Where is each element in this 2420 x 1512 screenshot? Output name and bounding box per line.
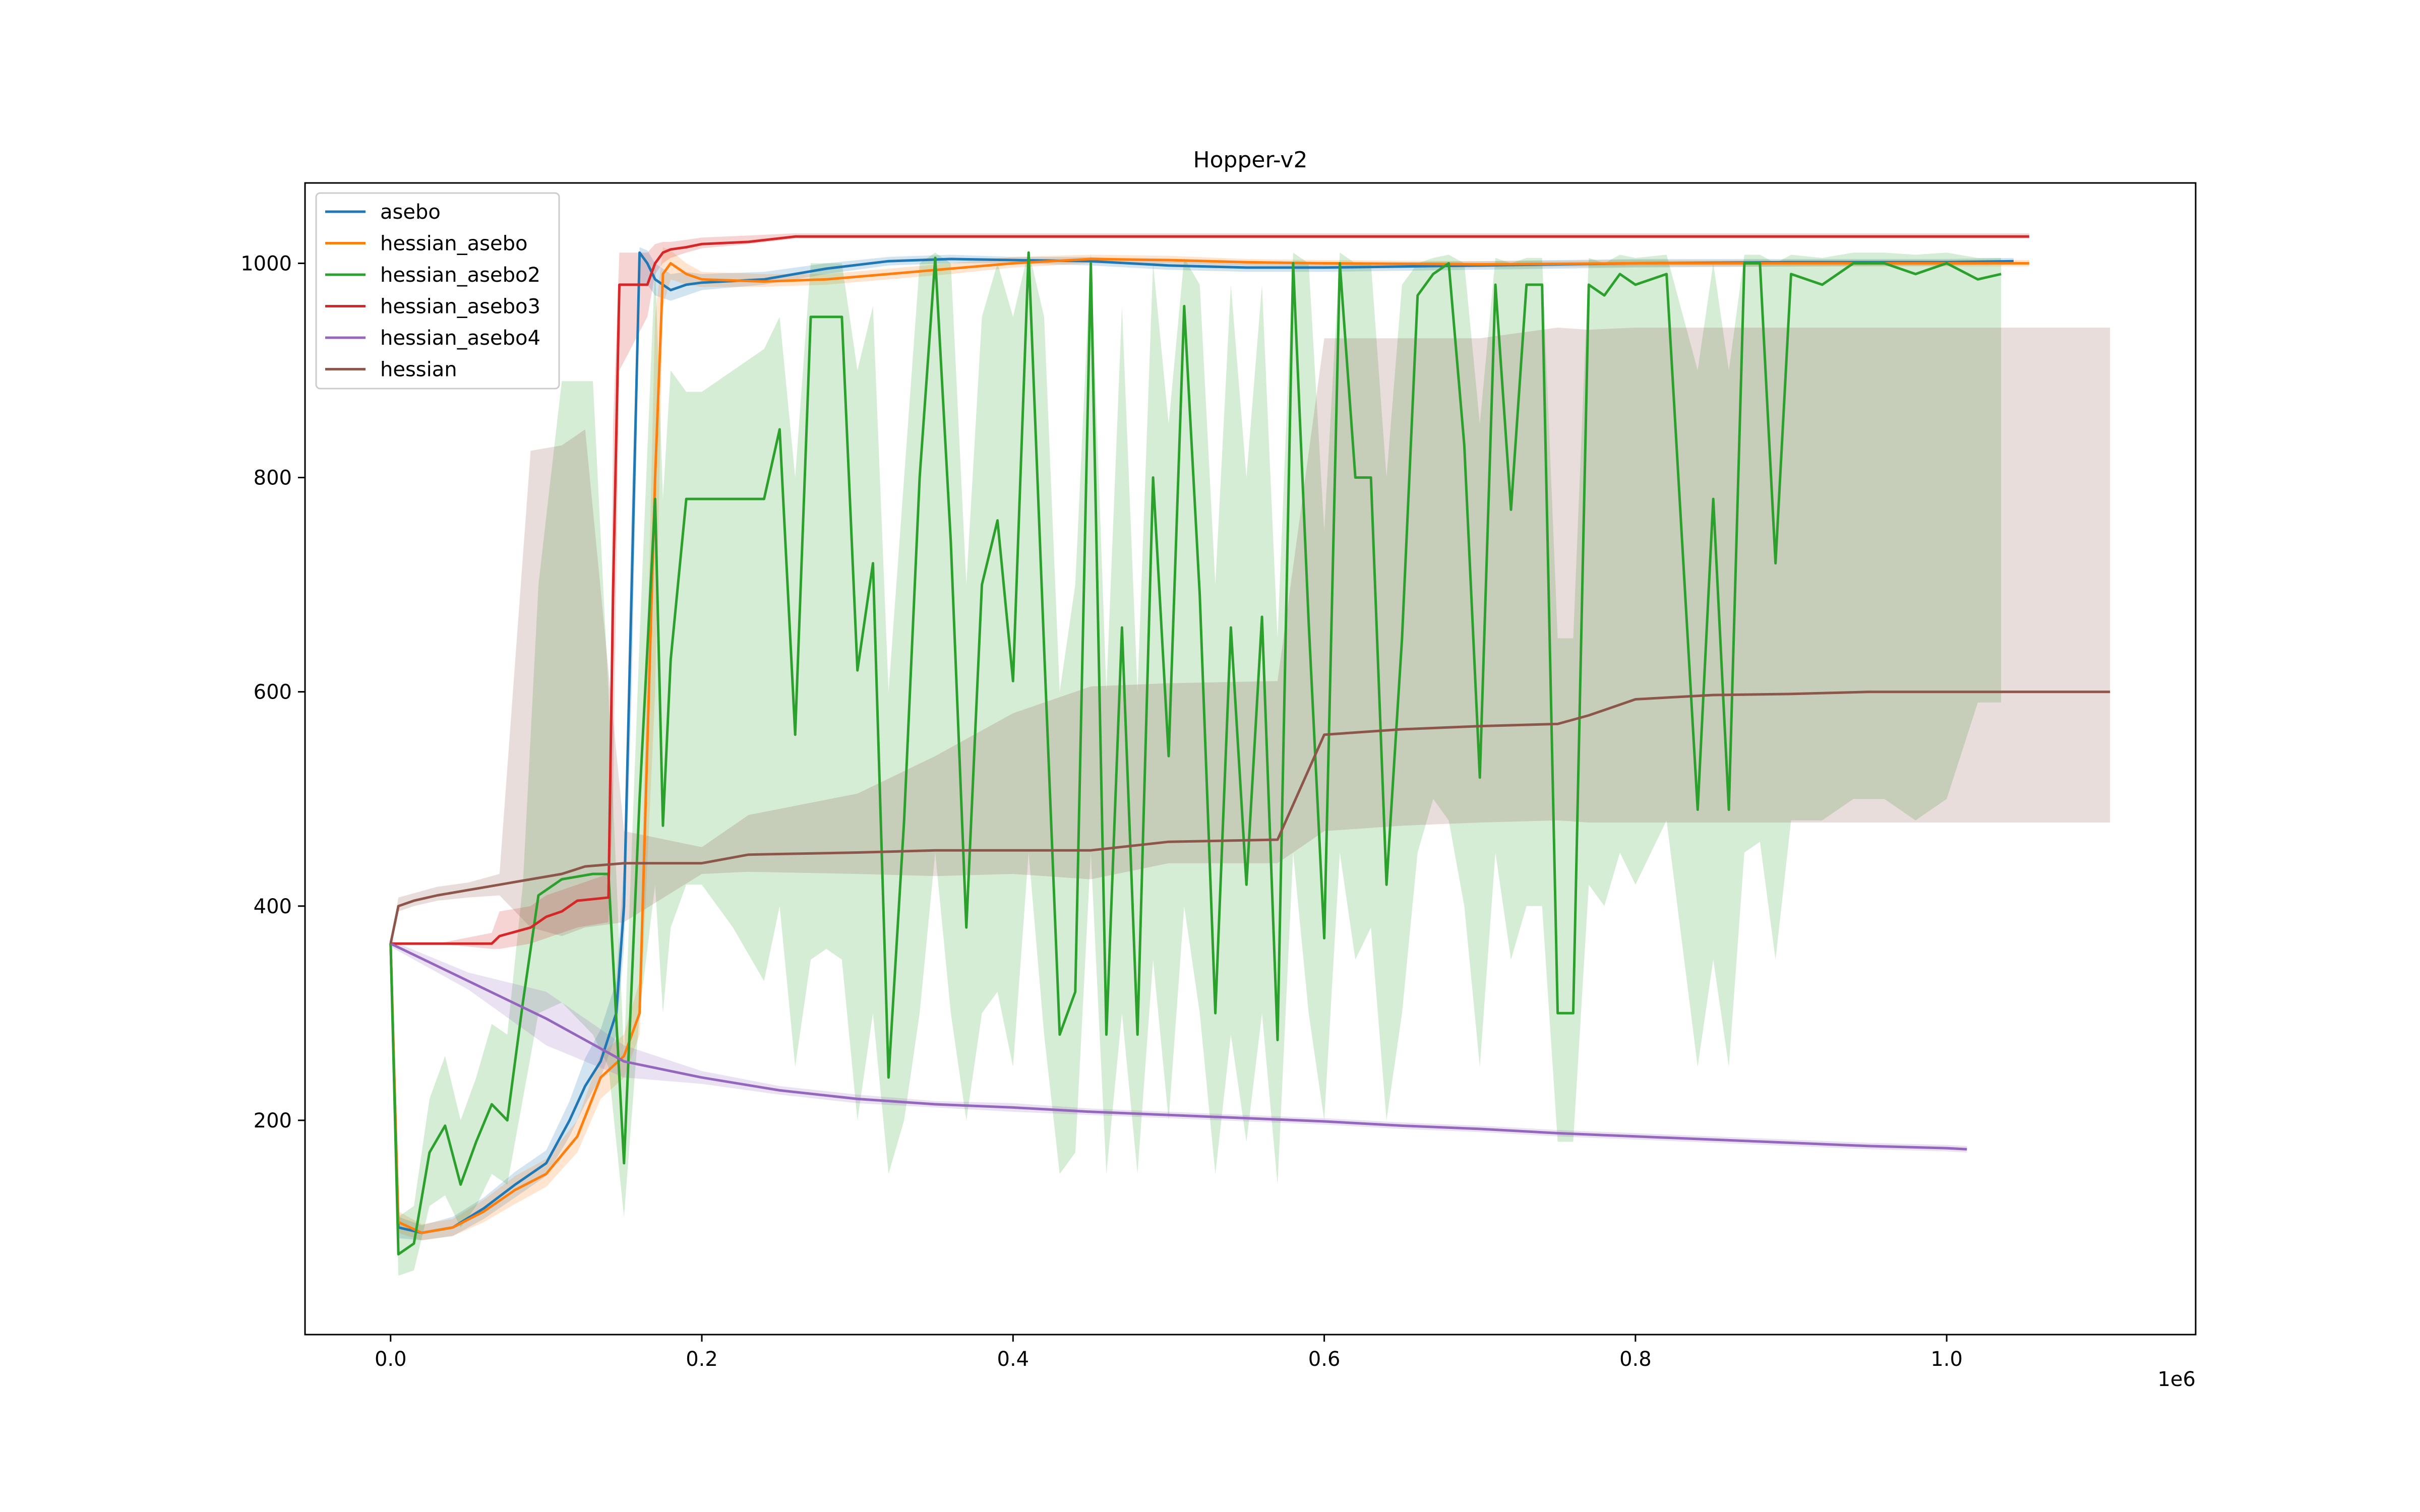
- band-hessian: [390, 328, 2110, 944]
- line-hessian: [389, 690, 2110, 944]
- legend-label-hessian-asebo: hessian_asebo: [380, 232, 527, 256]
- y-tick-label: 200: [254, 1109, 292, 1132]
- y-tick-label: 400: [254, 895, 292, 918]
- line-asebo: [389, 251, 2014, 1234]
- x-tick-label: 1.0: [1930, 1348, 1963, 1371]
- y-tick-label: 1000: [240, 252, 292, 275]
- x-axis-offset-label: 1e6: [2157, 1368, 2196, 1391]
- x-tick-label: 0.0: [375, 1348, 407, 1371]
- x-tick-label: 0.6: [1308, 1348, 1341, 1371]
- legend: asebo hessian_asebo hessian_asebo2 hessian_…: [315, 192, 560, 390]
- series-lines: [389, 235, 2110, 1256]
- chart-title: Hopper-v2: [1193, 147, 1308, 173]
- line-hessian-asebo: [389, 258, 2029, 1234]
- x-axis: 0.0 0.2 0.4 0.6 0.8 1.0: [375, 1335, 1963, 1371]
- plot-frame: [304, 182, 2197, 1336]
- y-tick-label: 600: [254, 681, 292, 704]
- legend-label-hessian-asebo3: hessian_asebo3: [380, 295, 540, 319]
- legend-label-hessian-asebo4: hessian_asebo4: [380, 327, 540, 350]
- x-tick-label: 0.8: [1619, 1348, 1652, 1371]
- x-tick-label: 0.4: [997, 1348, 1030, 1371]
- confidence-bands: [390, 233, 2110, 1276]
- legend-label-hessian: hessian: [380, 358, 457, 382]
- line-hessian-asebo2: [389, 251, 2002, 1256]
- legend-label-hessian-asebo2: hessian_asebo2: [380, 264, 540, 287]
- y-axis: 200 400 600 800 1000: [240, 252, 305, 1132]
- x-tick-label: 0.2: [686, 1348, 718, 1371]
- band-asebo: [390, 247, 2014, 1240]
- line-hessian-asebo4: [390, 942, 1967, 1151]
- legend-box: [315, 192, 560, 390]
- line-hessian-asebo3: [390, 235, 2029, 945]
- y-tick-label: 800: [254, 467, 292, 490]
- band-hessian-asebo2: [390, 250, 2002, 1276]
- legend-label-asebo: asebo: [380, 201, 441, 224]
